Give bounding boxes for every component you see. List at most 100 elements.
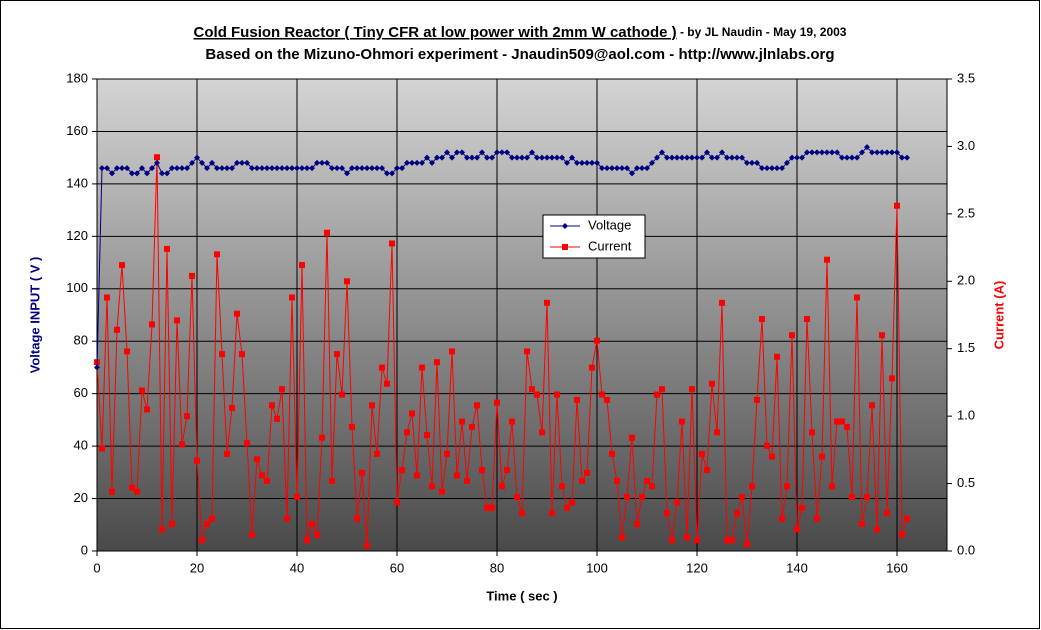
data-point <box>479 467 485 474</box>
y2-tick-label: 1.5 <box>957 340 975 355</box>
data-point <box>434 359 440 366</box>
data-point <box>539 154 545 161</box>
legend-marker <box>562 223 568 229</box>
data-point <box>529 386 535 393</box>
data-point <box>729 154 735 161</box>
data-point <box>129 170 135 177</box>
data-point <box>749 483 755 490</box>
data-point <box>509 418 515 425</box>
data-point <box>114 165 120 172</box>
data-point <box>554 391 560 398</box>
data-point <box>214 165 220 172</box>
data-point <box>784 159 790 166</box>
data-point <box>819 149 825 156</box>
data-point <box>679 418 685 425</box>
data-point <box>254 165 260 172</box>
data-point <box>744 541 750 548</box>
data-point <box>279 386 285 393</box>
data-point <box>459 149 465 156</box>
data-point <box>499 149 505 156</box>
data-point <box>244 440 250 447</box>
data-point <box>104 294 110 301</box>
data-point <box>869 402 875 409</box>
data-point <box>764 165 770 172</box>
data-point <box>399 165 405 172</box>
data-point <box>384 380 390 387</box>
data-point <box>464 477 470 484</box>
x-axis-label: Time ( sec ) <box>486 588 557 603</box>
data-point <box>194 457 200 464</box>
data-point <box>639 165 645 172</box>
data-point <box>709 380 715 387</box>
data-point <box>689 154 695 161</box>
data-point <box>849 154 855 161</box>
data-point <box>514 154 520 161</box>
data-point <box>899 154 905 161</box>
data-point <box>674 499 680 506</box>
data-point <box>164 170 170 177</box>
data-point <box>179 165 185 172</box>
data-point <box>654 391 660 398</box>
data-point <box>644 477 650 484</box>
data-point <box>139 165 145 172</box>
data-point <box>544 154 550 161</box>
data-point <box>294 494 300 501</box>
data-point <box>614 477 620 484</box>
data-point <box>94 364 100 371</box>
data-point <box>394 499 400 506</box>
y2-axis-label: Current (A) <box>991 281 1006 350</box>
data-point <box>864 144 870 151</box>
data-point <box>714 154 720 161</box>
data-point <box>699 154 705 161</box>
data-point <box>634 165 640 172</box>
y2-tick-label: 3.5 <box>957 70 975 85</box>
data-point <box>569 154 575 161</box>
data-point <box>144 170 150 177</box>
data-point <box>334 351 340 358</box>
data-point <box>614 165 620 172</box>
data-point <box>809 429 815 436</box>
data-point <box>389 240 395 247</box>
data-point <box>254 456 260 463</box>
data-point <box>364 542 370 549</box>
data-point <box>619 165 625 172</box>
y2-tick-label: 0.0 <box>957 542 975 557</box>
data-point <box>419 364 425 371</box>
data-point <box>439 488 445 495</box>
data-point <box>769 453 775 460</box>
data-point <box>564 159 570 166</box>
data-point <box>574 159 580 166</box>
data-point <box>759 316 765 323</box>
data-point <box>524 154 530 161</box>
x-tick-label: 0 <box>93 560 100 575</box>
data-point <box>634 521 640 528</box>
data-point <box>159 526 165 533</box>
data-point <box>349 423 355 430</box>
data-point <box>239 351 245 358</box>
data-point <box>819 453 825 460</box>
data-point <box>519 154 525 161</box>
x-tick-label: 140 <box>786 560 808 575</box>
data-point <box>669 154 675 161</box>
data-point <box>289 294 295 301</box>
data-point <box>564 504 570 511</box>
data-point <box>739 154 745 161</box>
data-point <box>109 488 115 495</box>
data-point <box>889 149 895 156</box>
data-point <box>804 149 810 156</box>
data-point <box>204 165 210 172</box>
data-point <box>99 165 105 172</box>
data-point <box>569 499 575 506</box>
y-tick-label: 180 <box>66 70 88 85</box>
data-point <box>469 154 475 161</box>
data-point <box>784 483 790 490</box>
legend-label: Voltage <box>588 217 631 232</box>
data-point <box>239 159 245 166</box>
data-point <box>824 149 830 156</box>
data-point <box>884 149 890 156</box>
data-point <box>839 154 845 161</box>
data-point <box>834 418 840 425</box>
data-point <box>594 337 600 344</box>
data-point <box>474 402 480 409</box>
